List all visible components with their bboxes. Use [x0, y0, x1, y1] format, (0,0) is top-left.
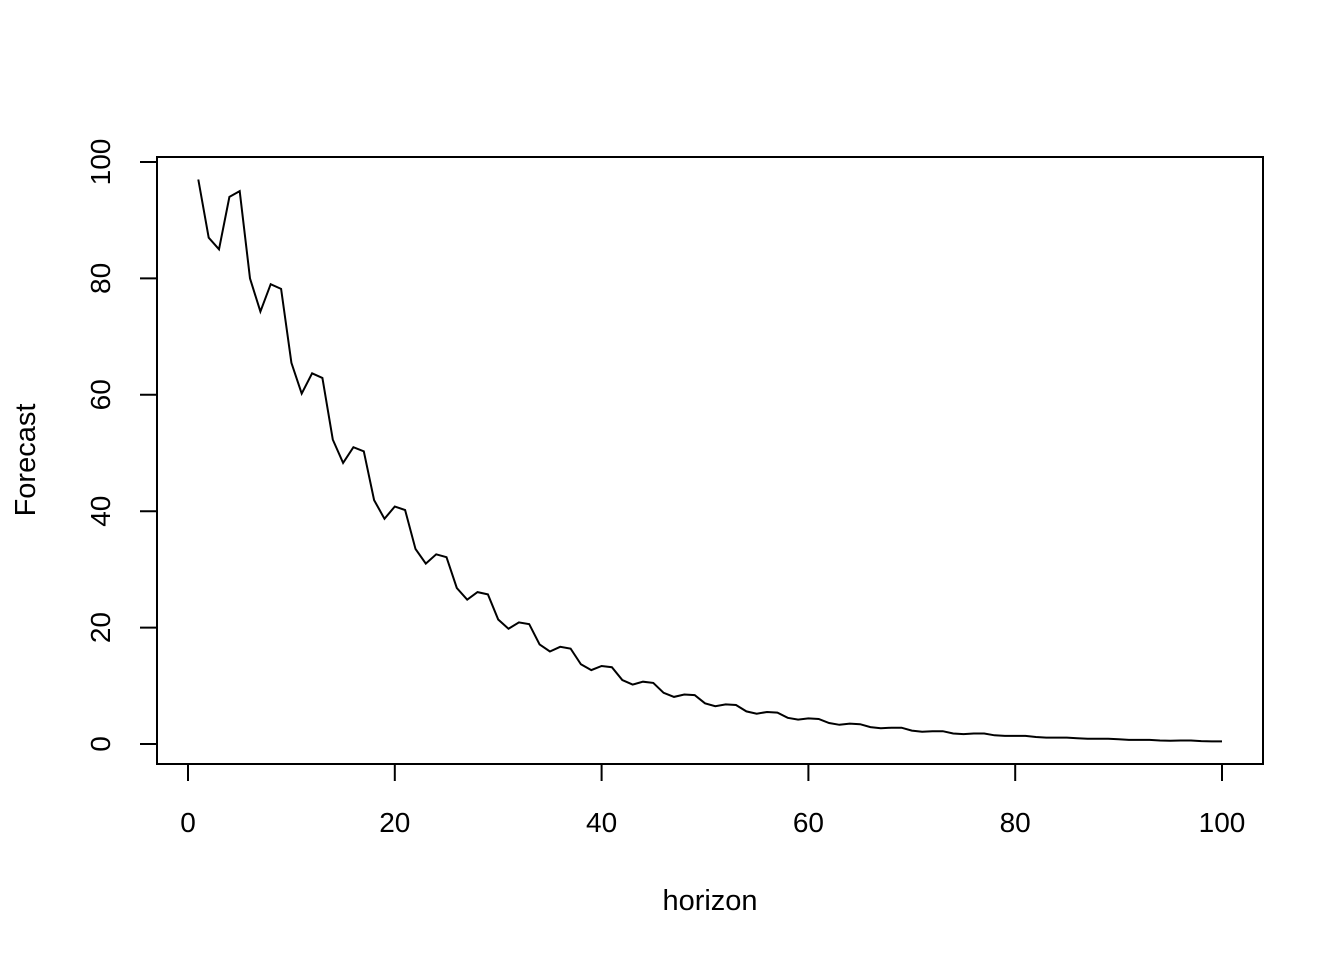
y-tick-label: 60: [85, 379, 116, 410]
y-tick-label: 80: [85, 263, 116, 294]
y-axis: 0 20 40 60 80 100: [85, 139, 158, 752]
y-tick-label: 40: [85, 496, 116, 527]
x-tick-label: 100: [1199, 807, 1246, 838]
x-tick-label: 20: [379, 807, 410, 838]
x-axis: 0 20 40 60 80 100: [180, 763, 1246, 838]
x-tick-label: 0: [180, 807, 196, 838]
y-tick-label: 20: [85, 612, 116, 643]
y-tick-label: 0: [85, 736, 116, 752]
x-tick-label: 40: [586, 807, 617, 838]
y-axis-label: Forecast: [10, 404, 42, 517]
x-tick-label: 80: [1000, 807, 1031, 838]
forecast-series-line: [197, 179, 1222, 743]
x-axis-label: horizon: [662, 885, 757, 917]
plot-frame: [156, 156, 1264, 765]
x-tick-label: 60: [793, 807, 824, 838]
y-tick-label: 100: [85, 139, 116, 186]
